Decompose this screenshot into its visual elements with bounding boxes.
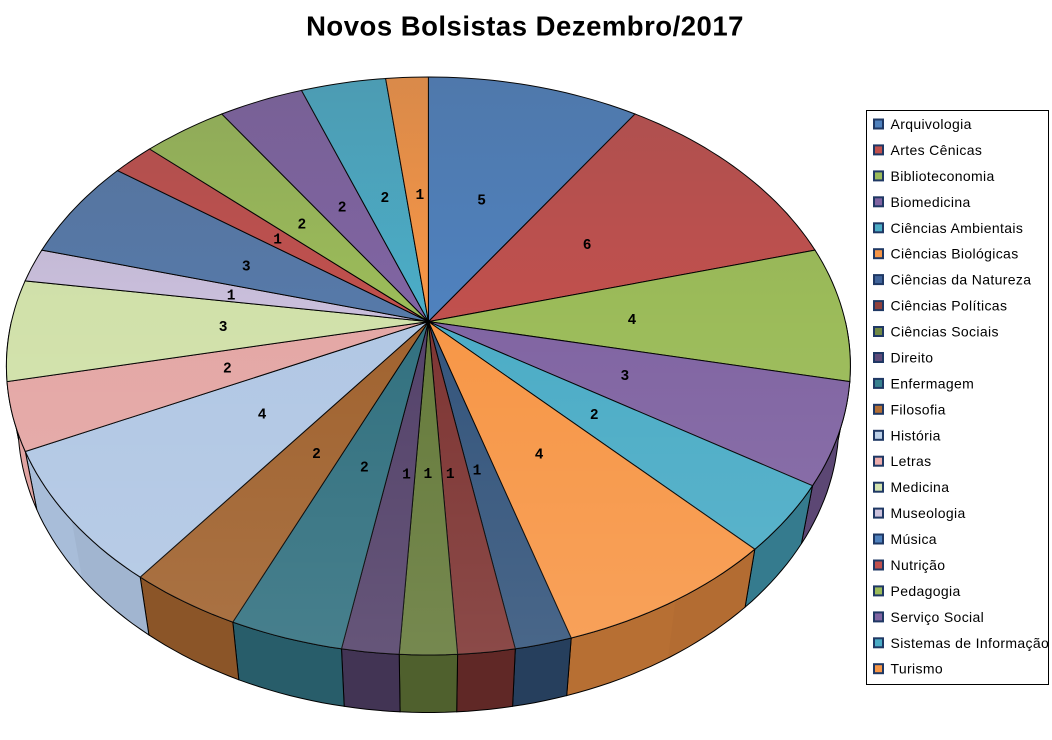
svg-text:Ciências Sociais: Ciências Sociais xyxy=(891,324,999,340)
svg-text:2: 2 xyxy=(380,191,389,207)
svg-text:5: 5 xyxy=(477,194,486,210)
svg-text:2: 2 xyxy=(223,362,232,378)
svg-text:6: 6 xyxy=(583,238,592,254)
svg-text:3: 3 xyxy=(242,260,251,276)
svg-text:Nutrição: Nutrição xyxy=(891,557,946,573)
svg-text:1: 1 xyxy=(273,232,282,248)
svg-text:2: 2 xyxy=(338,200,347,216)
svg-text:Serviço Social: Serviço Social xyxy=(891,609,985,625)
svg-text:4: 4 xyxy=(258,407,267,423)
svg-text:Turismo: Turismo xyxy=(891,661,944,677)
svg-text:Ciências Biológicas: Ciências Biológicas xyxy=(891,246,1019,262)
svg-text:Música: Música xyxy=(891,531,937,547)
svg-text:1: 1 xyxy=(473,463,482,479)
svg-text:Enfermagem: Enfermagem xyxy=(891,375,975,391)
svg-text:Sistemas de Informação: Sistemas de Informação xyxy=(891,635,1050,651)
svg-text:2: 2 xyxy=(590,408,599,424)
svg-text:Biblioteconomia: Biblioteconomia xyxy=(891,168,995,184)
svg-text:4: 4 xyxy=(535,448,544,464)
svg-text:Direito: Direito xyxy=(891,350,934,366)
svg-text:História: História xyxy=(891,427,941,443)
svg-text:Novos Bolsistas Dezembro/2017: Novos Bolsistas Dezembro/2017 xyxy=(306,11,744,42)
svg-text:1: 1 xyxy=(446,467,455,483)
svg-text:Ciências Políticas: Ciências Políticas xyxy=(891,298,1008,314)
svg-text:1: 1 xyxy=(416,188,425,204)
svg-text:2: 2 xyxy=(298,218,307,234)
svg-text:2: 2 xyxy=(360,461,369,477)
svg-text:Biomedicina: Biomedicina xyxy=(891,194,971,210)
svg-text:Arquivologia: Arquivologia xyxy=(891,116,972,132)
svg-text:Museologia: Museologia xyxy=(891,505,966,521)
svg-text:1: 1 xyxy=(402,468,411,484)
svg-text:Ciências Ambientais: Ciências Ambientais xyxy=(891,220,1024,236)
svg-text:4: 4 xyxy=(628,313,637,329)
svg-text:Ciências da Natureza: Ciências da Natureza xyxy=(891,272,1032,288)
svg-text:Pedagogia: Pedagogia xyxy=(891,583,961,599)
svg-text:3: 3 xyxy=(219,320,228,336)
svg-text:2: 2 xyxy=(312,447,321,463)
svg-text:3: 3 xyxy=(621,369,630,385)
svg-text:1: 1 xyxy=(423,467,432,483)
svg-text:Filosofia: Filosofia xyxy=(891,401,946,417)
svg-text:Medicina: Medicina xyxy=(891,479,950,495)
svg-text:Letras: Letras xyxy=(891,453,932,469)
svg-text:1: 1 xyxy=(227,288,236,304)
svg-text:Artes Cênicas: Artes Cênicas xyxy=(891,142,983,158)
